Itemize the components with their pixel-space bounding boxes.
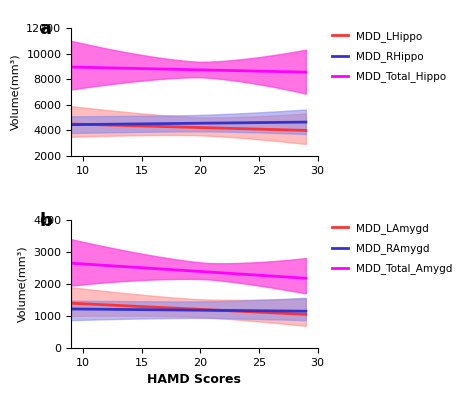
X-axis label: HAMD Scores: HAMD Scores [147,373,241,386]
Text: a: a [39,20,51,38]
Legend: MDD_LAmygd, MDD_RAmygd, MDD_Total_Amygd: MDD_LAmygd, MDD_RAmygd, MDD_Total_Amygd [328,219,456,279]
Text: b: b [39,212,52,230]
Y-axis label: Volume(mm³): Volume(mm³) [18,246,27,322]
Y-axis label: Volume(mm³): Volume(mm³) [11,54,21,130]
Legend: MDD_LHippo, MDD_RHippo, MDD_Total_Hippo: MDD_LHippo, MDD_RHippo, MDD_Total_Hippo [328,27,450,87]
